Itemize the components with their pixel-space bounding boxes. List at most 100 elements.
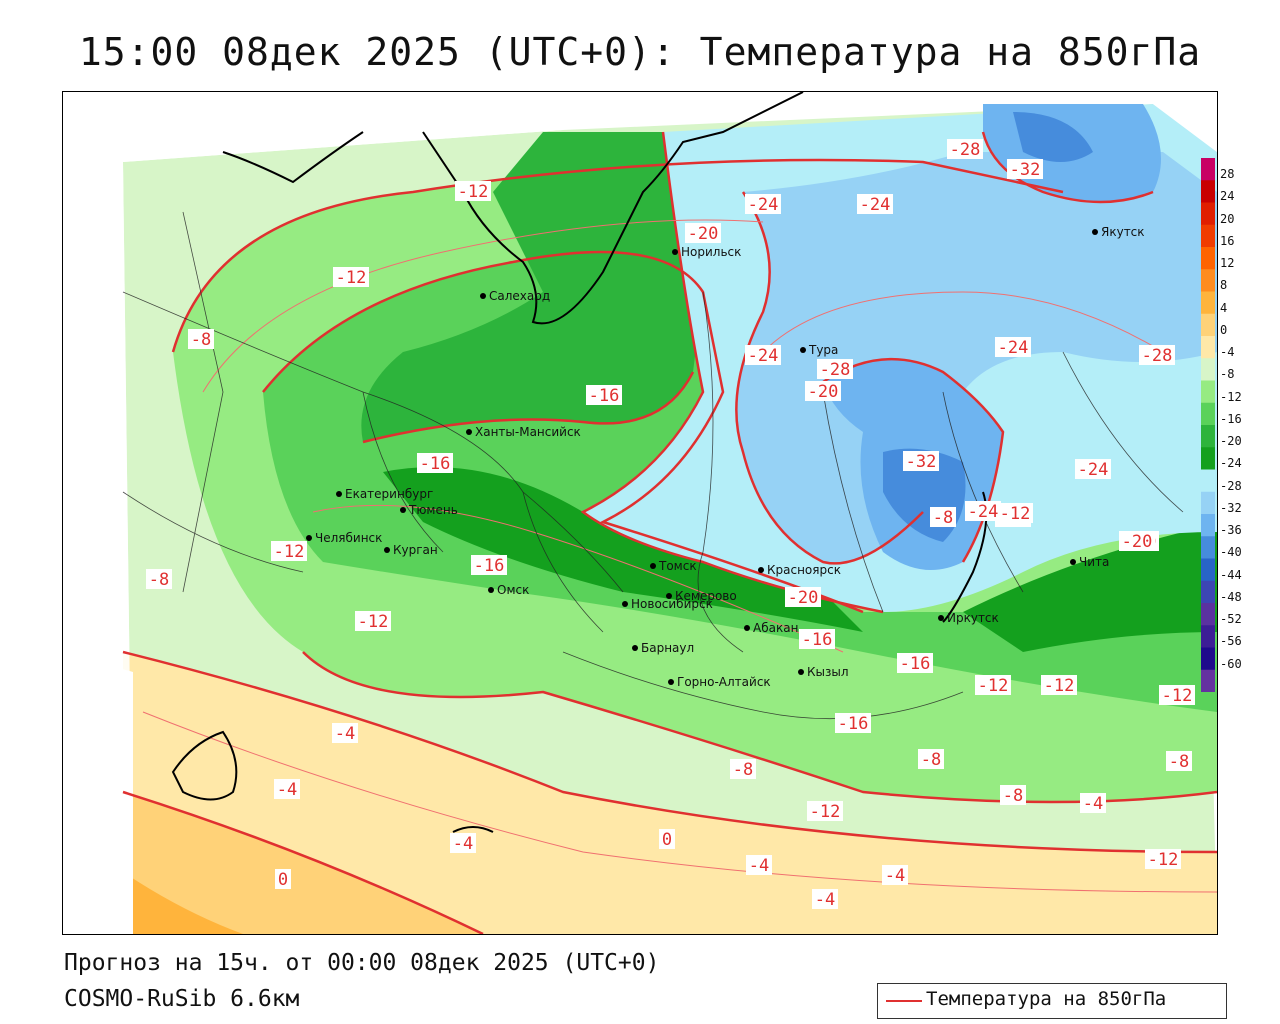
colorbar-segment bbox=[1201, 425, 1215, 448]
temperature-map: -12 -12 -8 -20 -24 -24 -28 -32 -16 -16 -16 -12 -12 -8… bbox=[62, 91, 1218, 935]
colorbar-segment bbox=[1201, 536, 1215, 559]
isotherm-label: -8 bbox=[146, 569, 172, 590]
colorbar-tick: -60 bbox=[1220, 656, 1242, 671]
svg-text:Тюмень: Тюмень bbox=[408, 503, 458, 517]
city-marker: Курган bbox=[384, 543, 438, 557]
colorbar-scale bbox=[1201, 158, 1215, 693]
svg-text:-4: -4 bbox=[277, 780, 297, 800]
svg-text:-4: -4 bbox=[1083, 794, 1103, 814]
colorbar-segment bbox=[1201, 358, 1215, 381]
isotherm-label: -16 bbox=[471, 555, 507, 576]
svg-text:-24: -24 bbox=[748, 195, 779, 215]
map-title: 15:00 08дек 2025 (UTC+0): Температура на… bbox=[78, 30, 1202, 74]
city-marker: Тура bbox=[800, 343, 838, 357]
city-marker: Горно-Алтайск bbox=[668, 675, 771, 689]
colorbar-segment bbox=[1201, 202, 1215, 226]
colorbar-tick: -32 bbox=[1220, 500, 1242, 515]
svg-text:-12: -12 bbox=[458, 182, 489, 202]
colorbar-tick: 4 bbox=[1220, 300, 1228, 315]
city-marker: Красноярск bbox=[758, 563, 841, 577]
svg-text:-20: -20 bbox=[1122, 532, 1153, 552]
svg-text:-16: -16 bbox=[420, 454, 451, 474]
isotherm-label: -4 bbox=[812, 889, 838, 910]
svg-text:-8: -8 bbox=[1169, 752, 1189, 772]
svg-text:Омск: Омск bbox=[497, 583, 529, 597]
isotherm-label: -8 bbox=[918, 749, 944, 770]
svg-text:Кемерово: Кемерово bbox=[675, 589, 737, 603]
svg-text:-24: -24 bbox=[860, 195, 891, 215]
svg-text:-16: -16 bbox=[900, 654, 931, 674]
city-marker: Салехард bbox=[480, 289, 550, 303]
isotherm-label: -16 bbox=[586, 385, 622, 406]
colorbar-tick: 20 bbox=[1220, 211, 1235, 226]
svg-text:Салехард: Салехард bbox=[489, 289, 550, 303]
colorbar-tick: -8 bbox=[1220, 367, 1235, 382]
city-markers: Салехард Норильск Якутск Тура Ханты-Мансийск… bbox=[306, 225, 1145, 689]
isotherm-label: -24 bbox=[745, 345, 781, 366]
city-marker: Новосибирск bbox=[622, 597, 713, 611]
svg-text:Красноярск: Красноярск bbox=[767, 563, 841, 577]
isotherm-label: 0 bbox=[275, 869, 291, 890]
isotherm-label: -24 bbox=[745, 194, 781, 215]
map-canvas: -12 -12 -8 -20 -24 -24 -28 -32 -16 -16 -16 -12 -12 -8… bbox=[63, 92, 1217, 934]
colorbar-tick: 16 bbox=[1220, 233, 1235, 248]
isotherm-label: -4 bbox=[882, 865, 908, 886]
legend: Температура на 850гПа bbox=[877, 983, 1227, 1019]
svg-text:0: 0 bbox=[278, 870, 288, 890]
colorbar-tick: -24 bbox=[1220, 456, 1242, 471]
city-marker: Чита bbox=[1070, 555, 1109, 569]
svg-text:Новосибирск: Новосибирск bbox=[631, 597, 713, 611]
colorbar-tick: -40 bbox=[1220, 545, 1242, 560]
isotherm-label: -4 bbox=[746, 855, 772, 876]
city-marker: Кемерово bbox=[666, 589, 737, 603]
svg-text:-16: -16 bbox=[838, 714, 869, 734]
legend-line-swatch bbox=[886, 1000, 922, 1002]
svg-text:-12: -12 bbox=[358, 612, 389, 632]
isotherm-label: -28 bbox=[1139, 345, 1175, 366]
svg-text:-16: -16 bbox=[474, 556, 505, 576]
svg-text:-20: -20 bbox=[688, 224, 719, 244]
svg-text:-20: -20 bbox=[788, 588, 819, 608]
colorbar-segment bbox=[1201, 647, 1215, 671]
svg-text:-24: -24 bbox=[998, 338, 1029, 358]
forecast-info: Прогноз на 15ч. от 00:00 08дек 2025 (UTC… bbox=[64, 950, 660, 976]
isotherm-label: -16 bbox=[799, 629, 835, 650]
isotherm-label: -20 bbox=[785, 587, 821, 608]
colorbar-segment bbox=[1201, 558, 1215, 582]
colorbar-tick: 8 bbox=[1220, 278, 1228, 293]
isotherm-label: -12 bbox=[1145, 849, 1181, 870]
colorbar-tick: -52 bbox=[1220, 612, 1242, 627]
colorbar-tick: 12 bbox=[1220, 256, 1235, 271]
isotherm-label: -20 bbox=[685, 223, 721, 244]
legend-label: Температура на 850гПа bbox=[926, 988, 1167, 1010]
colorbar-segment bbox=[1201, 469, 1215, 493]
svg-text:-28: -28 bbox=[950, 140, 981, 160]
isotherm-label: -20 bbox=[805, 381, 841, 402]
svg-text:Горно-Алтайск: Горно-Алтайск bbox=[677, 675, 771, 689]
svg-text:Норильск: Норильск bbox=[681, 245, 741, 259]
city-marker: Екатеринбург bbox=[336, 487, 433, 501]
isotherm-label: -32 bbox=[903, 451, 939, 472]
city-marker: Томск bbox=[650, 559, 697, 573]
colorbar-tick: -16 bbox=[1220, 411, 1242, 426]
colorbar-tick: -48 bbox=[1220, 589, 1242, 604]
svg-text:0: 0 bbox=[662, 830, 672, 850]
svg-text:-8: -8 bbox=[933, 508, 953, 528]
isotherm-label: -12 bbox=[355, 611, 391, 632]
colorbar-segment bbox=[1201, 402, 1215, 426]
colorbar-segment bbox=[1201, 224, 1215, 248]
colorbar-tick: -36 bbox=[1220, 523, 1242, 538]
svg-text:Курган: Курган bbox=[393, 543, 438, 557]
city-marker: Абакан bbox=[744, 621, 798, 635]
colorbar-segment bbox=[1201, 625, 1215, 648]
svg-text:Чита: Чита bbox=[1079, 555, 1109, 569]
isotherm-label: -4 bbox=[274, 779, 300, 800]
isotherm-label: -12 bbox=[975, 675, 1011, 696]
colorbar-segment bbox=[1201, 669, 1215, 693]
colorbar-segment bbox=[1201, 514, 1215, 537]
colorbar-tick: 24 bbox=[1220, 189, 1235, 204]
isotherm-label: -8 bbox=[1000, 785, 1026, 806]
svg-text:Томск: Томск bbox=[658, 559, 697, 573]
isotherm-label: -4 bbox=[332, 723, 358, 744]
city-marker: Тюмень bbox=[400, 503, 458, 517]
